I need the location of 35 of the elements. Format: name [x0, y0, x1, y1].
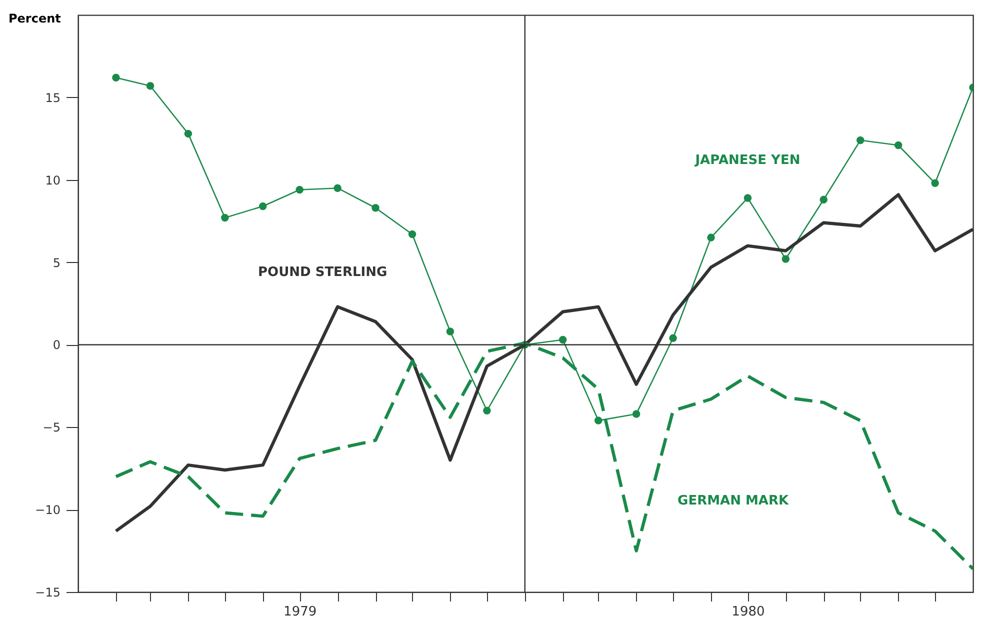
point: [259, 202, 267, 210]
y-tick-label: 5: [52, 256, 60, 270]
point: [856, 136, 864, 144]
point: [408, 230, 416, 238]
y-tick-label: 10: [45, 173, 60, 188]
point: [221, 214, 229, 222]
point: [632, 410, 640, 418]
point: [372, 204, 380, 212]
point: [184, 130, 192, 138]
point: [446, 328, 454, 336]
y-tick-label: 0: [52, 338, 60, 352]
point: [558, 336, 567, 344]
point: [112, 74, 120, 82]
y-tick-label: 15: [45, 90, 60, 105]
y-tick-label: −10: [35, 503, 60, 518]
point: [894, 141, 902, 150]
text: JAPANESE YEN: [694, 152, 800, 168]
y-tick-label: −15: [35, 586, 60, 600]
y-tick-label: −5: [42, 420, 60, 435]
point: [594, 416, 602, 424]
point: [146, 82, 154, 90]
y-axis-title: Percent: [8, 12, 62, 26]
point: [744, 194, 752, 202]
x-tick-label: 1979: [284, 604, 317, 620]
x-tick-label: 1980: [732, 604, 765, 620]
series-label: GERMAN MARK: [678, 494, 790, 509]
point: [334, 184, 342, 192]
point: [483, 406, 491, 415]
text: POUND STERLING: [258, 264, 388, 280]
point: [296, 186, 304, 194]
point: [782, 255, 790, 263]
point: [931, 179, 939, 188]
point: [707, 234, 715, 242]
point: [669, 334, 677, 342]
point: [820, 196, 828, 204]
